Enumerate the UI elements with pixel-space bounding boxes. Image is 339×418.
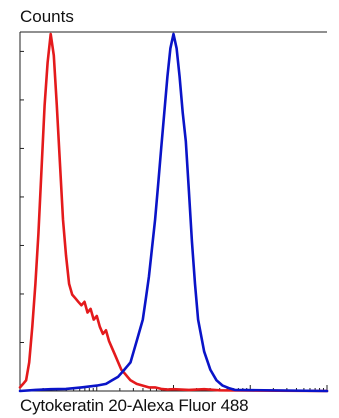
x-axis-label: Cytokeratin 20-Alexa Fluor 488 [20,396,249,415]
y-axis-label: Counts [20,7,74,26]
stained-histogram-line [18,32,329,393]
control-histogram-line [18,32,329,393]
